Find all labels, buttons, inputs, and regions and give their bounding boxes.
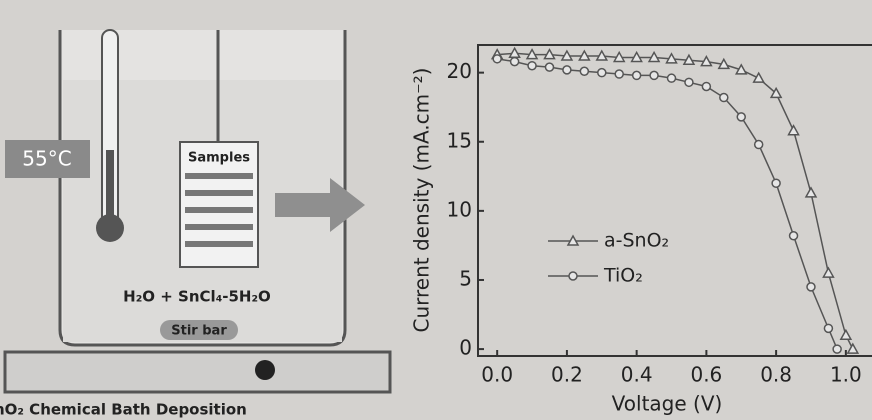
marker — [736, 112, 746, 122]
marker — [701, 81, 712, 92]
y-tick-label: 20 — [447, 59, 472, 83]
marker — [788, 230, 799, 241]
marker — [597, 67, 607, 78]
knob — [255, 360, 275, 380]
marker — [682, 53, 696, 65]
marker — [787, 124, 800, 136]
y-tick-label: 10 — [447, 197, 472, 221]
legend-label: a-SnO₂ — [604, 230, 669, 252]
marker — [752, 71, 765, 83]
marker — [665, 52, 678, 64]
marker — [544, 62, 555, 72]
stir-bar-label: Stir bar — [171, 324, 227, 339]
plot-frame — [477, 44, 872, 357]
y-tick-label: 0 — [459, 336, 472, 360]
y-tick-label: 15 — [447, 128, 472, 152]
series-line — [497, 52, 854, 350]
y-axis-label: Current density (mA.cm⁻²) — [410, 68, 434, 333]
marker — [753, 139, 764, 150]
marker — [769, 86, 783, 99]
solution: H₂O + SnCl₄-5H₂O — [123, 288, 271, 306]
marker — [647, 50, 661, 63]
marker — [700, 55, 713, 67]
legend-label: TiO₂ — [603, 265, 643, 287]
temperature-badge — [5, 140, 90, 178]
samples-label: Samples — [188, 151, 250, 166]
marker — [630, 50, 643, 63]
thermometer-fill — [106, 150, 114, 225]
marker — [562, 65, 572, 75]
sample-plates — [185, 173, 253, 247]
marker — [806, 282, 816, 292]
x-axis-label: Voltage (V) — [612, 392, 723, 416]
marker — [579, 66, 590, 77]
marker — [823, 323, 834, 334]
marker — [734, 63, 748, 75]
marker — [822, 266, 835, 278]
thermometer-bulb — [96, 214, 124, 242]
marker — [492, 54, 502, 64]
x-tick-label: 0.8 — [760, 363, 792, 387]
marker — [509, 56, 520, 67]
marker — [595, 49, 609, 61]
legend-marker — [566, 234, 580, 246]
marker — [527, 60, 537, 71]
caption: SnO₂ Chemical Bath Deposition — [0, 401, 247, 419]
arrow — [275, 178, 365, 232]
marker — [614, 69, 624, 79]
x-tick-label: 0.0 — [481, 363, 513, 387]
x-tick-label: 0.2 — [551, 363, 583, 387]
marker — [719, 92, 729, 103]
hot-plate — [3, 350, 392, 394]
marker — [560, 49, 574, 61]
marker — [666, 73, 677, 83]
marker — [543, 48, 556, 60]
legend-marker — [568, 271, 578, 281]
stir-bar — [160, 320, 238, 340]
x-tick-label: 0.6 — [690, 363, 722, 387]
marker — [832, 344, 842, 354]
y-tick-label: 5 — [459, 266, 472, 290]
marker — [525, 48, 539, 60]
x-tick-label: 1.0 — [830, 363, 862, 387]
marker — [846, 342, 860, 354]
marker — [684, 77, 694, 88]
marker — [771, 178, 781, 188]
marker — [649, 70, 659, 81]
marker — [578, 49, 591, 61]
marker — [804, 186, 818, 198]
marker — [717, 57, 731, 70]
marker — [612, 50, 626, 63]
temperature: 55°C — [22, 147, 71, 171]
marker — [839, 328, 853, 341]
marker — [631, 70, 642, 81]
x-tick-label: 0.4 — [621, 363, 653, 387]
